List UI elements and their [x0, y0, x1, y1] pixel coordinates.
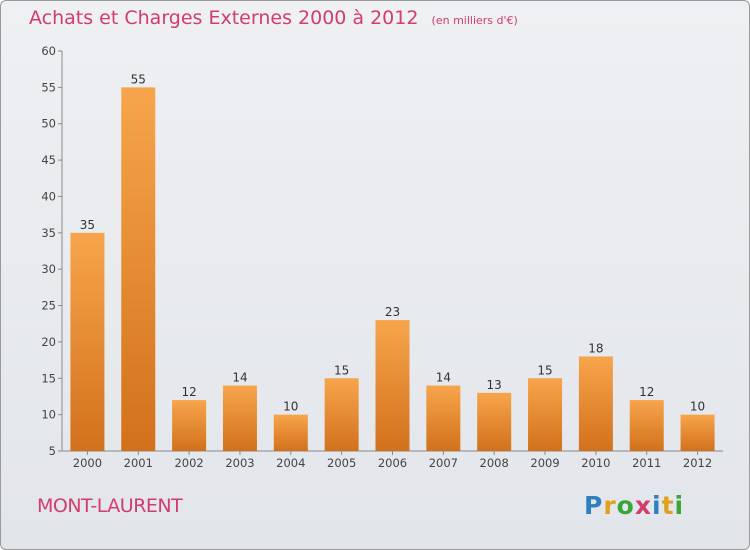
bar-value-label: 23 — [385, 305, 400, 319]
x-tick-label: 2001 — [124, 456, 153, 470]
bar-value-label: 14 — [436, 371, 451, 385]
bar-value-label: 14 — [232, 371, 247, 385]
bar-value-label: 12 — [181, 385, 196, 399]
bar — [222, 385, 257, 451]
x-tick-label: 2000 — [73, 456, 102, 470]
bar — [172, 400, 207, 451]
y-tick-label: 50 — [41, 117, 56, 131]
logo-letter: i — [674, 491, 685, 520]
bar-value-label: 10 — [283, 400, 298, 414]
bar — [680, 414, 715, 451]
bar — [629, 400, 664, 451]
bar-value-label: 13 — [487, 378, 502, 392]
logo-letter: t — [661, 491, 675, 520]
x-tick-label: 2007 — [429, 456, 458, 470]
bar-value-label: 12 — [639, 385, 654, 399]
x-tick-label: 2011 — [632, 456, 661, 470]
bar-value-label: 55 — [131, 72, 146, 86]
bar — [477, 392, 512, 451]
y-tick-label: 60 — [41, 44, 56, 58]
bar-value-label: 10 — [690, 400, 705, 414]
bar-value-label: 18 — [588, 341, 603, 355]
logo-letter: i — [652, 491, 662, 520]
x-tick-label: 2012 — [683, 456, 712, 470]
logo-letter: P — [584, 491, 604, 520]
bar — [375, 320, 410, 451]
x-tick-label: 2002 — [174, 456, 203, 470]
bar — [324, 378, 359, 451]
y-tick-label: 35 — [41, 226, 56, 240]
proxiti-logo: Proxiti — [584, 491, 684, 520]
logo-letter: r — [603, 491, 617, 520]
y-tick-label: 40 — [41, 189, 56, 203]
y-tick-label: 55 — [41, 80, 56, 94]
bar — [121, 87, 156, 451]
bar — [426, 385, 461, 451]
x-tick-label: 2005 — [327, 456, 356, 470]
x-tick-label: 2004 — [276, 456, 305, 470]
commune-name: MONT-LAURENT — [37, 495, 183, 517]
bar-value-label: 35 — [80, 218, 95, 232]
bar — [528, 378, 563, 451]
y-tick-label: 25 — [41, 299, 56, 313]
y-tick-label: 20 — [41, 335, 56, 349]
bar-value-label: 15 — [537, 363, 552, 377]
y-tick-label: 5 — [49, 444, 56, 458]
logo-letter: x — [634, 491, 652, 520]
x-tick-label: 2008 — [480, 456, 509, 470]
y-tick-label: 15 — [41, 371, 56, 385]
bar — [70, 232, 105, 451]
bar — [578, 356, 613, 451]
x-tick-label: 2003 — [225, 456, 254, 470]
x-tick-label: 2009 — [530, 456, 559, 470]
chart-subtitle: (en milliers d'€) — [431, 14, 518, 27]
logo-letter: o — [616, 491, 635, 520]
x-tick-label: 2006 — [378, 456, 407, 470]
chart-title: Achats et Charges Externes 2000 à 2012 — [29, 7, 419, 29]
bar-value-label: 15 — [334, 363, 349, 377]
y-tick-label: 45 — [41, 153, 56, 167]
bar — [273, 414, 308, 451]
title-row: Achats et Charges Externes 2000 à 2012 (… — [29, 7, 518, 29]
y-tick-label: 30 — [41, 262, 56, 276]
y-tick-label: 10 — [41, 408, 56, 422]
x-tick-label: 2010 — [581, 456, 610, 470]
